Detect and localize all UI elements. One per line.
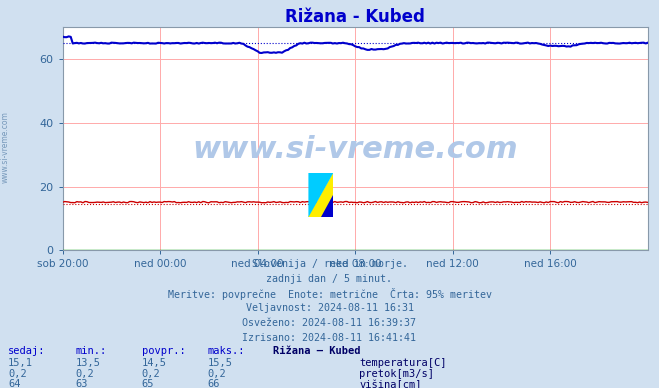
Text: 15,5: 15,5 [208,358,233,368]
Polygon shape [308,173,333,217]
Polygon shape [321,195,333,217]
Text: www.si-vreme.com: www.si-vreme.com [1,111,10,184]
Text: Veljavnost: 2024-08-11 16:31: Veljavnost: 2024-08-11 16:31 [246,303,413,313]
Text: 14,5: 14,5 [142,358,167,368]
Text: 0,2: 0,2 [8,369,26,379]
Text: zadnji dan / 5 minut.: zadnji dan / 5 minut. [266,274,393,284]
Text: Izrisano: 2024-08-11 16:41:41: Izrisano: 2024-08-11 16:41:41 [243,333,416,343]
Text: povpr.:: povpr.: [142,346,185,356]
Text: višina[cm]: višina[cm] [359,379,422,388]
Text: 0,2: 0,2 [208,369,226,379]
Polygon shape [308,173,333,217]
Text: Slovenija / reke in morje.: Slovenija / reke in morje. [252,259,407,269]
Text: www.si-vreme.com: www.si-vreme.com [192,135,518,165]
Text: sedaj:: sedaj: [8,346,45,356]
Text: 63: 63 [76,379,88,388]
Text: 64: 64 [8,379,20,388]
Text: temperatura[C]: temperatura[C] [359,358,447,368]
Text: Osveženo: 2024-08-11 16:39:37: Osveženo: 2024-08-11 16:39:37 [243,318,416,328]
Text: 0,2: 0,2 [76,369,94,379]
Text: 13,5: 13,5 [76,358,101,368]
Text: pretok[m3/s]: pretok[m3/s] [359,369,434,379]
Text: 65: 65 [142,379,154,388]
Text: 0,2: 0,2 [142,369,160,379]
Text: Rižana – Kubed: Rižana – Kubed [273,346,361,356]
Text: Meritve: povprečne  Enote: metrične  Črta: 95% meritev: Meritve: povprečne Enote: metrične Črta:… [167,288,492,300]
Title: Rižana - Kubed: Rižana - Kubed [285,8,425,26]
Text: maks.:: maks.: [208,346,245,356]
Text: min.:: min.: [76,346,107,356]
Text: 66: 66 [208,379,220,388]
Text: 15,1: 15,1 [8,358,33,368]
